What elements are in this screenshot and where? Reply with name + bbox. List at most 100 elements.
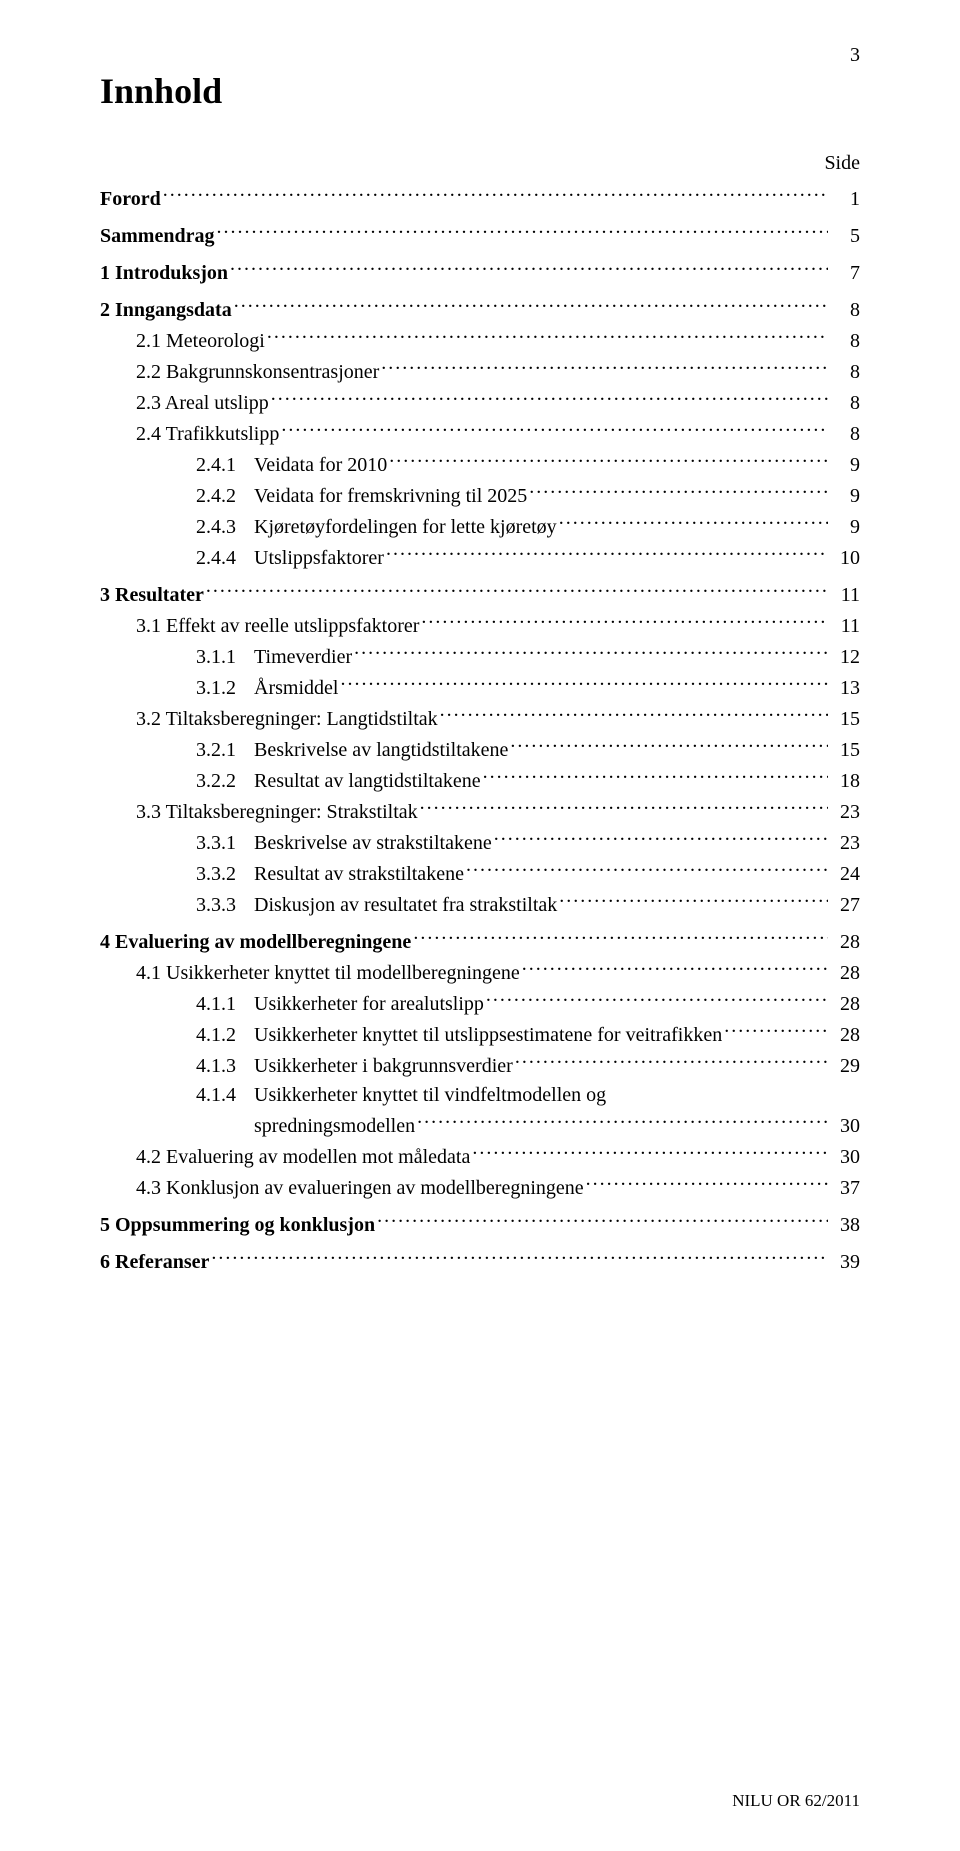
toc-entry: 3.2.2Resultat av langtidstiltakene 18 <box>100 765 860 796</box>
toc-entry-page: 8 <box>828 420 860 449</box>
toc-entry-label: 4.1.1Usikkerheter for arealutslipp <box>196 990 486 1019</box>
toc-entry-label: Forord <box>100 185 163 214</box>
toc-entry: 3.1.1Timeverdier 12 <box>100 641 860 672</box>
toc-entry-page: 11 <box>828 581 860 610</box>
toc-leader <box>211 1246 828 1268</box>
toc-leader <box>216 220 828 242</box>
toc-entry-label: 4.1.3Usikkerheter i bakgrunnsverdier <box>196 1052 515 1081</box>
page-title: Innhold <box>100 70 860 112</box>
toc-entry-page: 8 <box>828 296 860 325</box>
toc-entry: 6 Referanser39 <box>100 1246 860 1277</box>
toc-entry-page: 30 <box>828 1143 860 1172</box>
document-page: 3 Innhold Side Forord1Sammendrag51 Intro… <box>0 0 960 1851</box>
toc-entry-page: 8 <box>828 389 860 418</box>
toc-entry-page: 18 <box>828 767 860 796</box>
toc-entry-label: 5 Oppsummering og konklusjon <box>100 1211 377 1240</box>
toc-entry-number: 3.1.1 <box>196 643 254 672</box>
toc-leader <box>421 610 828 632</box>
toc-entry-number: 3.3.1 <box>196 829 254 858</box>
table-of-contents: Forord1Sammendrag51 Introduksjon72 Innga… <box>100 183 860 1277</box>
toc-leader <box>340 672 828 694</box>
toc-entry-page: 1 <box>828 185 860 214</box>
toc-entry-page: 28 <box>828 1021 860 1050</box>
toc-entry-number: 4.1.2 <box>196 1021 254 1050</box>
toc-leader <box>381 356 828 378</box>
toc-entry: 2.3 Areal utslipp8 <box>100 387 860 418</box>
toc-entry: 4 Evaluering av modellberegningene 28 <box>100 926 860 957</box>
toc-entry-label: 3.3.3Diskusjon av resultatet fra strakst… <box>196 891 559 920</box>
toc-entry: 2.4.1Veidata for 20109 <box>100 449 860 480</box>
toc-entry-page: 28 <box>828 990 860 1019</box>
toc-entry-page: 10 <box>828 544 860 573</box>
toc-entry-page: 8 <box>828 327 860 356</box>
toc-leader <box>440 703 828 725</box>
toc-entry-number: 3.2.1 <box>196 736 254 765</box>
toc-entry: 3 Resultater11 <box>100 579 860 610</box>
toc-leader <box>206 579 828 601</box>
toc-entry-number: 3.3.3 <box>196 891 254 920</box>
toc-leader <box>466 858 828 880</box>
toc-leader <box>559 511 828 533</box>
toc-entry-label: 4 Evaluering av modellberegningene <box>100 928 413 957</box>
toc-entry: 3.3.3Diskusjon av resultatet fra strakst… <box>100 889 860 920</box>
toc-entry: Forord 1 <box>100 183 860 214</box>
toc-entry-page: 28 <box>828 959 860 988</box>
toc-entry-label: 3.1 Effekt av reelle utslippsfaktorer <box>136 612 421 641</box>
toc-entry-page: 9 <box>828 482 860 511</box>
toc-entry-label: 2.1 Meteorologi <box>136 327 267 356</box>
toc-entry-page: 13 <box>828 674 860 703</box>
toc-leader <box>486 988 828 1010</box>
toc-entry: 3.2.1Beskrivelse av langtidstiltakene15 <box>100 734 860 765</box>
toc-entry-page: 38 <box>828 1211 860 1240</box>
toc-entry-label: 4.3 Konklusjon av evalueringen av modell… <box>136 1174 586 1203</box>
toc-entry-page: 27 <box>828 891 860 920</box>
toc-entry-label: 2.4 Trafikkutslipp <box>136 420 281 449</box>
toc-entry-page: 12 <box>828 643 860 672</box>
toc-entry-label: 3.2.1Beskrivelse av langtidstiltakene <box>196 736 510 765</box>
toc-entry: 5 Oppsummering og konklusjon 38 <box>100 1209 860 1240</box>
toc-entry-label: 2.4.1Veidata for 2010 <box>196 451 389 480</box>
toc-entry-page: 24 <box>828 860 860 889</box>
toc-leader <box>281 418 828 440</box>
toc-leader <box>483 765 828 787</box>
toc-entry: 4.3 Konklusjon av evalueringen av modell… <box>100 1172 860 1203</box>
toc-entry-label: 3.2.2Resultat av langtidstiltakene <box>196 767 483 796</box>
toc-entry-label: spredningsmodellen <box>254 1112 417 1141</box>
toc-leader <box>420 796 828 818</box>
toc-entry-page: 15 <box>828 705 860 734</box>
toc-entry: 2.4.3Kjøretøyfordelingen for lette kjøre… <box>100 511 860 542</box>
toc-entry-number: 2.4.4 <box>196 544 254 573</box>
toc-entry: 1 Introduksjon7 <box>100 257 860 288</box>
toc-leader <box>472 1141 828 1163</box>
toc-entry-label: 2.4.2Veidata for fremskrivning til 2025 <box>196 482 529 511</box>
toc-entry-page: 5 <box>828 222 860 251</box>
toc-entry: 2.4.4Utslippsfaktorer10 <box>100 542 860 573</box>
toc-leader <box>417 1110 828 1132</box>
toc-entry-page: 9 <box>828 513 860 542</box>
toc-leader <box>271 387 828 409</box>
toc-leader <box>354 641 828 663</box>
toc-entry-label: 4.2 Evaluering av modellen mot måledata <box>136 1143 472 1172</box>
toc-entry-label: 2 Inngangsdata <box>100 296 234 325</box>
toc-leader <box>510 734 828 756</box>
toc-entry-page: 37 <box>828 1174 860 1203</box>
toc-entry: spredningsmodellen30 <box>100 1110 860 1141</box>
toc-entry: 3.3.1Beskrivelse av strakstiltakene23 <box>100 827 860 858</box>
toc-entry-label: 3.1.2Årsmiddel <box>196 674 340 703</box>
toc-entry-page: 29 <box>828 1052 860 1081</box>
toc-entry-number: 3.3.2 <box>196 860 254 889</box>
toc-entry-page: 23 <box>828 829 860 858</box>
toc-entry-label: 3.2 Tiltaksberegninger: Langtidstiltak <box>136 705 440 734</box>
toc-leader <box>522 957 828 979</box>
toc-entry-page: 28 <box>828 928 860 957</box>
toc-entry-label: 4.1.2Usikkerheter knyttet til utslippses… <box>196 1021 724 1050</box>
toc-leader <box>389 449 828 471</box>
toc-leader <box>515 1050 828 1072</box>
toc-entry-label: 3.1.1Timeverdier <box>196 643 354 672</box>
footer-text: NILU OR 62/2011 <box>732 1791 860 1811</box>
toc-entry-label: 3.3.2Resultat av strakstiltakene <box>196 860 466 889</box>
toc-leader <box>377 1209 828 1231</box>
toc-entry: 3.3.2Resultat av strakstiltakene 24 <box>100 858 860 889</box>
toc-entry: 2.4 Trafikkutslipp 8 <box>100 418 860 449</box>
toc-entry: 2.1 Meteorologi 8 <box>100 325 860 356</box>
